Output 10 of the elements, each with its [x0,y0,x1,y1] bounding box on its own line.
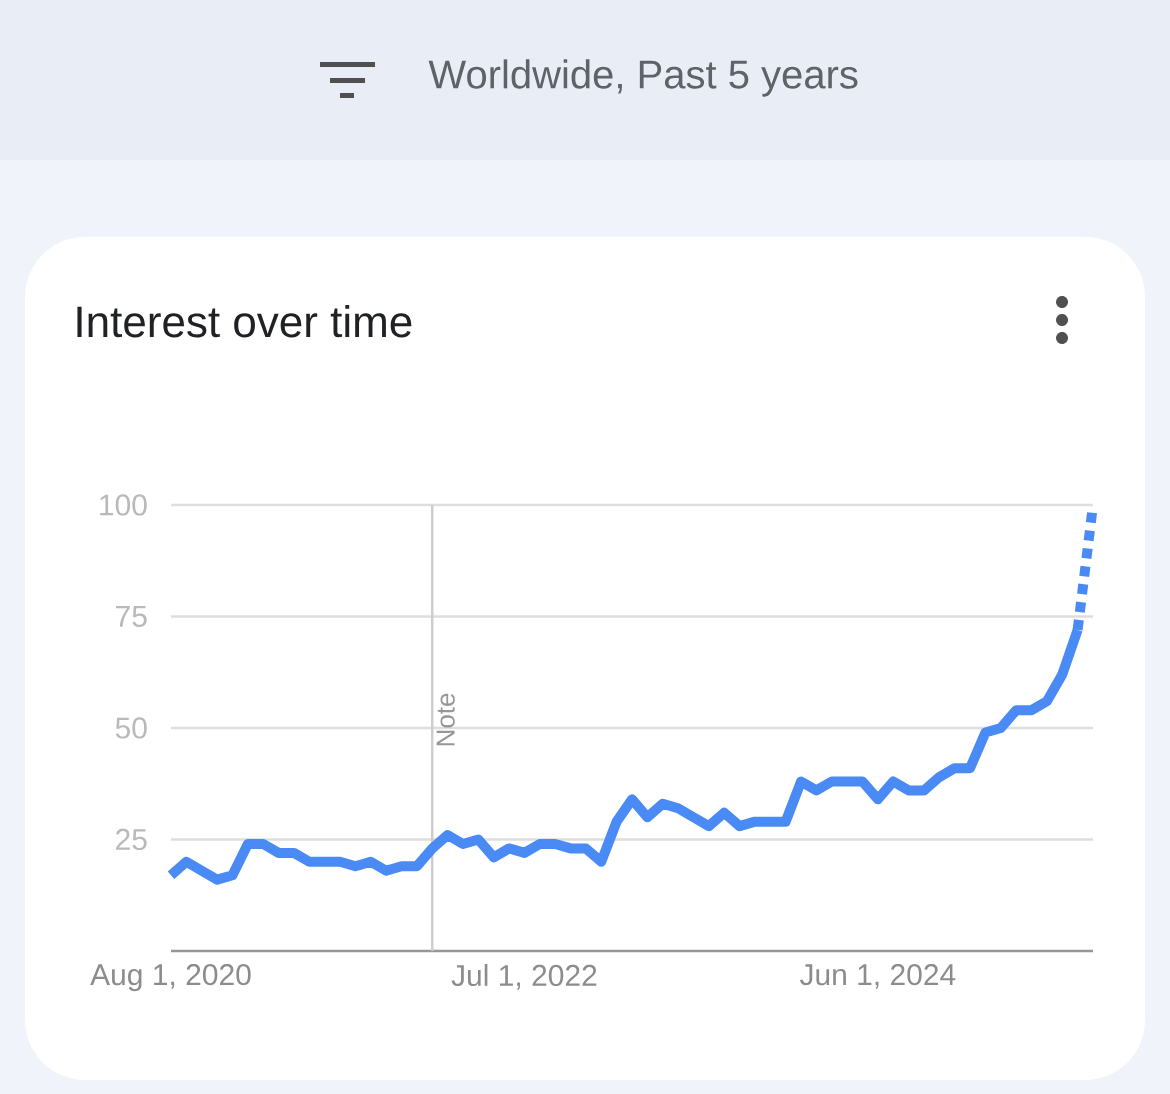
x-tick-label: Aug 1, 2020 [90,964,251,992]
chart-title: Interest over time [77,305,412,338]
y-tick-label: 100 [100,494,147,516]
ref-line-label: Note [436,693,455,746]
y-tick-label: 25 [116,828,147,851]
x-tick-label: Jun 1, 2024 [799,964,956,989]
y-tick-label: 50 [115,717,147,739]
x-tick-label: Jul 1, 2022 [451,964,597,990]
chart-subtitle: Worldwide, Past 5 years [428,59,858,97]
y-tick-label: 75 [116,606,147,627]
